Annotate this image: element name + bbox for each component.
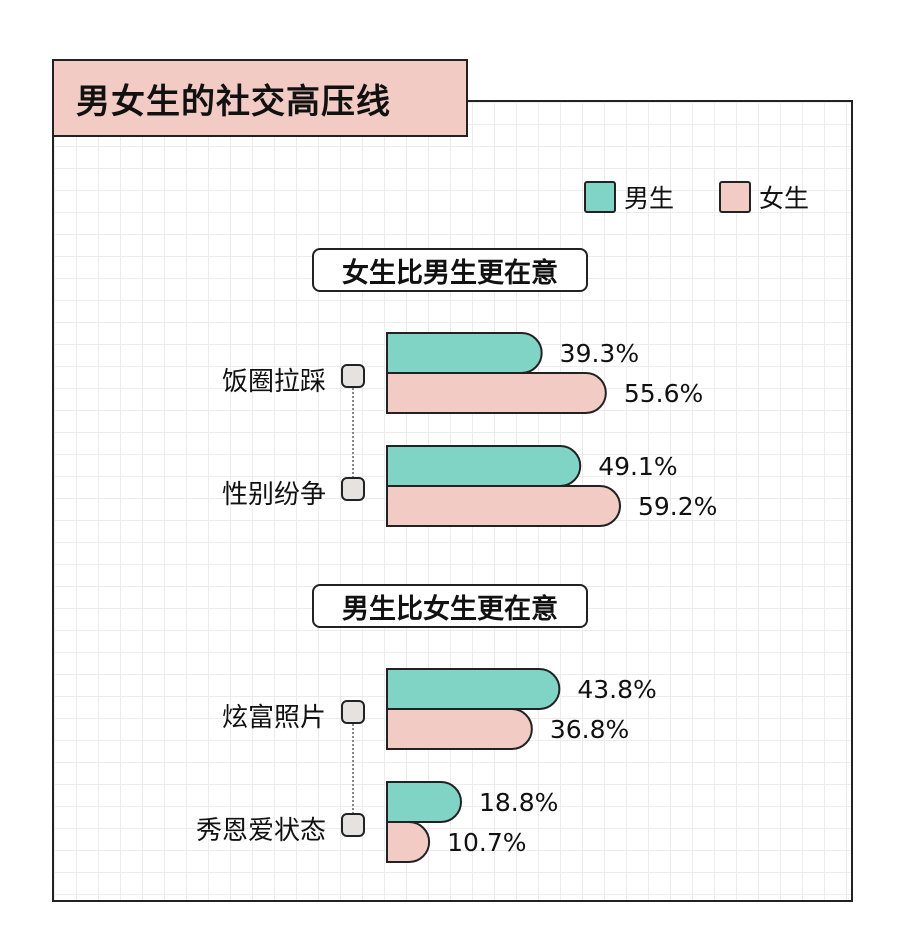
bar-male (386, 668, 561, 710)
category-marker (341, 477, 365, 501)
category-marker (341, 364, 365, 388)
bar-female (386, 485, 621, 527)
legend-swatch-female (719, 181, 751, 213)
chart-title: 男女生的社交高压线 (52, 59, 468, 137)
data-label: 49.1% (598, 452, 677, 481)
category-label: 性别纷争 (221, 480, 326, 510)
legend-label-female: 女生 (759, 184, 810, 213)
data-label: 59.2% (638, 492, 717, 521)
data-label: 18.8% (479, 788, 558, 817)
bar-female (386, 821, 431, 863)
data-label: 43.8% (577, 675, 656, 704)
legend-item-male: 男生 (584, 179, 674, 215)
data-label: 10.7% (447, 828, 526, 857)
category-label: 秀恩爱状态 (195, 816, 326, 846)
connector-dots (352, 724, 354, 814)
legend-item-female: 女生 (719, 179, 809, 215)
data-label: 36.8% (550, 715, 629, 744)
legend-swatch-male (584, 181, 616, 213)
bar-male (386, 445, 582, 487)
connector-dots (352, 388, 354, 478)
legend-label-male: 男生 (624, 184, 675, 213)
section-label-male-more: 男生比女生更在意 (312, 584, 588, 628)
section-label-female-more: 女生比男生更在意 (312, 248, 588, 292)
bar-female (386, 708, 533, 750)
bar-male (386, 332, 543, 374)
data-label: 39.3% (560, 339, 639, 368)
bar-female (386, 372, 607, 414)
category-marker (341, 700, 365, 724)
category-marker (341, 813, 365, 837)
bar-male (386, 781, 462, 823)
category-label: 炫富照片 (221, 703, 326, 733)
category-label: 饭圈拉踩 (221, 367, 326, 397)
data-label: 55.6% (624, 379, 703, 408)
